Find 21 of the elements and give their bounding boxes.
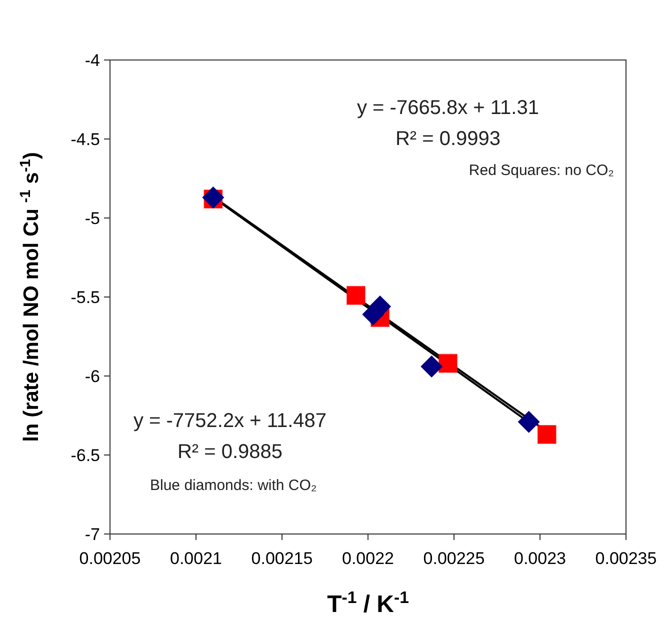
x-axis-title: T$^{-1}$ / K$^{-1}$ — [327, 588, 409, 618]
x-tick-label: 0.0021 — [170, 549, 222, 568]
annotation: R² = 0.9993 — [395, 128, 501, 150]
y-tick-label: -4 — [84, 51, 100, 70]
x-tick-label: 0.0022 — [342, 549, 394, 568]
y-tick-label: -5.5 — [70, 288, 100, 307]
x-tick-label: 0.00235 — [595, 549, 657, 568]
y-tick-label: -7 — [84, 525, 100, 544]
annotation: Red Squares: no CO₂ — [468, 162, 614, 179]
x-tick-label: 0.00205 — [79, 549, 141, 568]
x-tick-label: 0.0023 — [514, 549, 566, 568]
annotation: y = -7752.2x + 11.487 — [133, 410, 327, 432]
x-tick-label: 0.00215 — [251, 549, 313, 568]
y-tick-label: -6.5 — [70, 446, 100, 465]
y-tick-label: -4.5 — [70, 130, 100, 149]
y-tick-label: -6 — [84, 367, 100, 386]
annotation: R² = 0.9885 — [177, 441, 283, 463]
x-tick-label: 0.00225 — [423, 549, 485, 568]
annotation: y = -7665.8x + 11.31 — [357, 97, 539, 119]
y-tick-label: -5 — [84, 209, 100, 228]
annotation: Blue diamonds: with CO₂ — [150, 477, 317, 494]
